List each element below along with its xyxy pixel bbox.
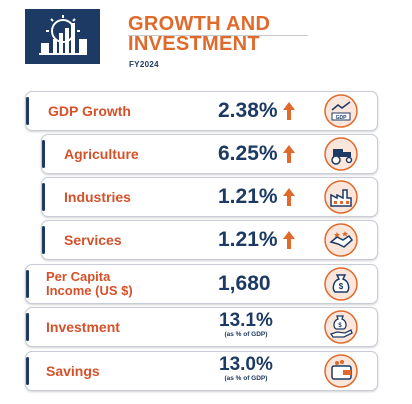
gdp-chart-icon: GDP (324, 94, 358, 128)
svg-text:$: $ (338, 323, 342, 329)
arrow-up-icon (282, 145, 295, 163)
card-per-capita-income: Per Capita Income (US $) 1,680 $ (25, 264, 378, 304)
card-accent (42, 140, 45, 168)
arrow-up-icon (282, 102, 295, 120)
card-accent (26, 97, 29, 125)
card-label: GDP Growth (48, 103, 131, 119)
card-accent (26, 270, 29, 298)
card-services: Services 1.21% (41, 220, 378, 260)
card-label: Investment (46, 319, 120, 335)
title-divider (128, 35, 308, 36)
arrow-up-icon (282, 231, 295, 249)
money-hand-icon: $ (324, 310, 358, 344)
svg-text:$: $ (339, 282, 344, 291)
card-label: Agriculture (64, 146, 139, 162)
card-accent (26, 357, 29, 385)
card-value: 2.38% (218, 99, 278, 122)
factory-growth-icon (25, 9, 100, 64)
card-agriculture: Agriculture 6.25% (41, 134, 378, 174)
svg-text:GDP: GDP (336, 115, 348, 121)
card-industries: Industries 1.21% (41, 177, 378, 217)
fiscal-year: FY2024 (129, 60, 159, 69)
card-label: Savings (46, 363, 100, 379)
card-value: 13.1% (219, 310, 273, 331)
title-line-2: INVESTMENT (128, 33, 260, 55)
card-investment: Investment 13.1% (as % of GDP) $ (25, 307, 378, 347)
card-savings: Savings 13.0% (as % of GDP) (25, 351, 378, 391)
arrow-up-icon (282, 188, 295, 206)
wallet-icon (324, 354, 358, 388)
handshake-icon (324, 223, 358, 257)
card-label-line-2: Income (US $) (46, 283, 133, 298)
factory-icon (324, 180, 358, 214)
card-label: Services (64, 232, 122, 248)
money-bag-icon: $ (324, 267, 358, 301)
card-label: Industries (64, 189, 131, 205)
card-note: (as % of GDP) (224, 331, 268, 338)
card-value: 6.25% (218, 142, 278, 165)
card-accent (42, 226, 45, 254)
card-label: Per Capita Income (US $) (46, 265, 133, 303)
card-accent (42, 183, 45, 211)
page-title: GROWTH AND INVESTMENT (128, 14, 270, 54)
card-value: 13.0% (219, 354, 273, 375)
tractor-icon (324, 137, 358, 171)
card-gdp-growth: GDP Growth 2.38% GDP (25, 91, 378, 131)
card-accent (26, 313, 29, 341)
card-label-line-1: Per Capita (46, 269, 111, 284)
header: GROWTH AND INVESTMENT FY2024 (0, 0, 412, 80)
card-note: (as % of GDP) (224, 375, 268, 382)
title-line-1: GROWTH AND (128, 13, 271, 35)
card-value: 1,680 (218, 272, 271, 295)
card-value: 1.21% (218, 228, 278, 251)
card-value: 1.21% (218, 185, 278, 208)
